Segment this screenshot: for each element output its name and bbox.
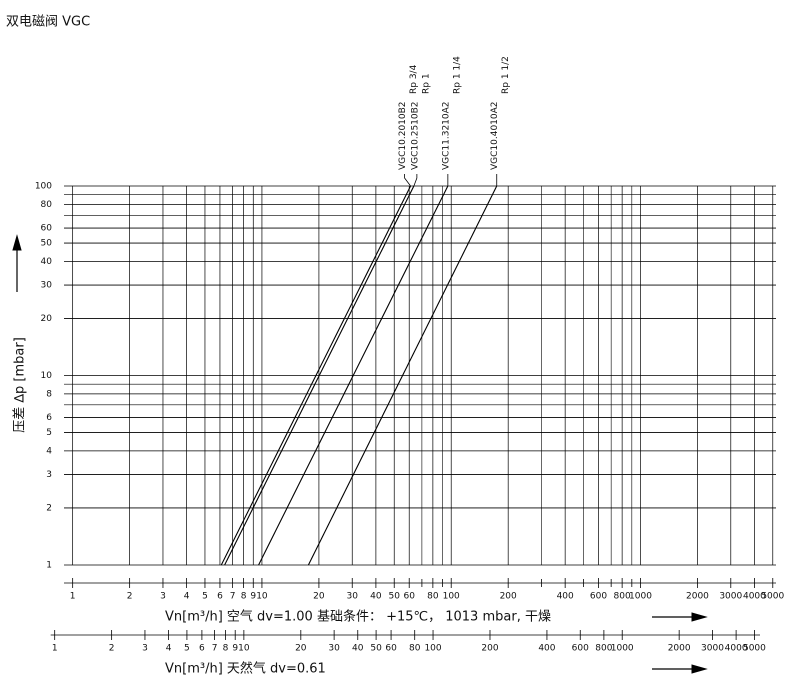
x2-tick-label: 5 — [184, 644, 190, 654]
x2-tick-label: 3 — [142, 644, 148, 654]
x-tick-label: 80 — [427, 592, 439, 602]
x-tick-label: 20 — [313, 592, 325, 602]
valve-curve — [307, 185, 498, 566]
x-tick-label: 3000 — [719, 592, 742, 602]
x-tick-label: 100 — [443, 592, 460, 602]
x-tick-label: 2000 — [686, 592, 709, 602]
y-tick-label: 20 — [41, 314, 53, 324]
y-tick-label: 5 — [46, 428, 52, 438]
x-tick-label: 200 — [500, 592, 517, 602]
x2-tick-label: 800 — [595, 644, 612, 654]
x-tick-label: 4 — [184, 592, 190, 602]
x2-tick-label: 200 — [481, 644, 498, 654]
x-tick-label: 7 — [230, 592, 236, 602]
x-tick-label: 600 — [590, 592, 607, 602]
x-tick-label: 800 — [614, 592, 631, 602]
valve-curve — [224, 185, 415, 566]
x-tick-label: 4000 — [743, 592, 766, 602]
x-tick-label: 6 — [217, 592, 223, 602]
x-tick-label: 9 — [250, 592, 256, 602]
x2-tick-label: 9 — [232, 644, 238, 654]
y-tick-label: 8 — [46, 389, 52, 399]
x2-tick-label: 40 — [352, 644, 364, 654]
y-tick-label: 4 — [46, 446, 52, 456]
y-tick-label: 40 — [41, 257, 53, 267]
y-tick-label: 50 — [41, 239, 53, 249]
x-axis-label: Vn[m³/h] 空气 dv=1.00 基础条件： +15℃， 1013 mba… — [165, 609, 551, 625]
y-tick-label: 3 — [46, 470, 52, 480]
x2-tick-label: 60 — [385, 644, 397, 654]
x2-tick-label: 20 — [295, 644, 307, 654]
series-label: VGC10.2510B2 — [410, 101, 420, 170]
y-tick-label: 6 — [46, 413, 52, 423]
y-tick-label: 80 — [41, 200, 53, 210]
x-tick-label: 60 — [403, 592, 415, 602]
x-tick-label: 2 — [127, 592, 133, 602]
series-label: VGC10.4010A2 — [490, 101, 500, 170]
leader-line — [413, 174, 418, 187]
x2-tick-label: 4000 — [725, 644, 748, 654]
x2-tick-label: 7 — [212, 644, 218, 654]
x-tick-label: 30 — [347, 592, 359, 602]
x2-tick-label: 80 — [409, 644, 421, 654]
series-size: Rp 3/4 — [409, 64, 419, 94]
x-tick-label: 5 — [202, 592, 208, 602]
valve-curve — [220, 185, 412, 566]
x2-tick-label: 50 — [370, 644, 382, 654]
series-label: VGC11.3210A2 — [441, 101, 451, 170]
arrows — [12, 234, 708, 674]
x2-axis-label: Vn[m³/h] 天然气 dv=0.61 — [165, 661, 326, 677]
x2-tick-label: 600 — [572, 644, 589, 654]
x2-tick-label: 8 — [223, 644, 229, 654]
x-tick-label: 8 — [241, 592, 247, 602]
x2-tick-label: 4 — [166, 644, 172, 654]
x2-tick-label: 2 — [109, 644, 115, 654]
y-tick-label: 100 — [35, 182, 52, 192]
x2-tick-label: 1 — [52, 644, 58, 654]
x2-tick-label: 3000 — [701, 644, 724, 654]
y-tick-label: 2 — [46, 503, 52, 513]
x-tick-label: 5000 — [761, 592, 784, 602]
x2-tick-label: 30 — [328, 644, 340, 654]
series-size: Rp 1 1/2 — [501, 56, 511, 94]
y-tick-label: 60 — [41, 224, 53, 234]
y-tick-label: 1 — [46, 561, 52, 571]
chart-title: 双电磁阀 VGC — [6, 15, 90, 30]
x2-tick-label: 400 — [538, 644, 555, 654]
y-tick-label: 10 — [41, 371, 53, 381]
leader-line — [404, 174, 411, 187]
x-tick-label: 40 — [370, 592, 382, 602]
x2-tick-label: 1000 — [611, 644, 634, 654]
x2-tick-label: 6 — [199, 644, 205, 654]
y-axis-label: 压差 ∆p [mbar] — [13, 337, 28, 433]
x-tick-label: 1000 — [629, 592, 652, 602]
series-size: Rp 1 1/4 — [452, 56, 462, 94]
x2-tick-label: 2000 — [668, 644, 691, 654]
y-tick-label: 30 — [41, 281, 53, 291]
x-tick-label: 50 — [389, 592, 401, 602]
valve-curve — [258, 185, 449, 566]
series-label: VGC10.2010B2 — [398, 101, 408, 170]
x2-tick-label: 5000 — [743, 644, 766, 654]
x-tick-label: 3 — [160, 592, 166, 602]
x-tick-label: 400 — [557, 592, 574, 602]
x-tick-label: 10 — [256, 592, 268, 602]
x2-tick-label: 10 — [238, 644, 250, 654]
series-size: Rp 1 — [421, 73, 431, 94]
x-tick-label: 1 — [70, 592, 76, 602]
x2-tick-label: 100 — [424, 644, 441, 654]
